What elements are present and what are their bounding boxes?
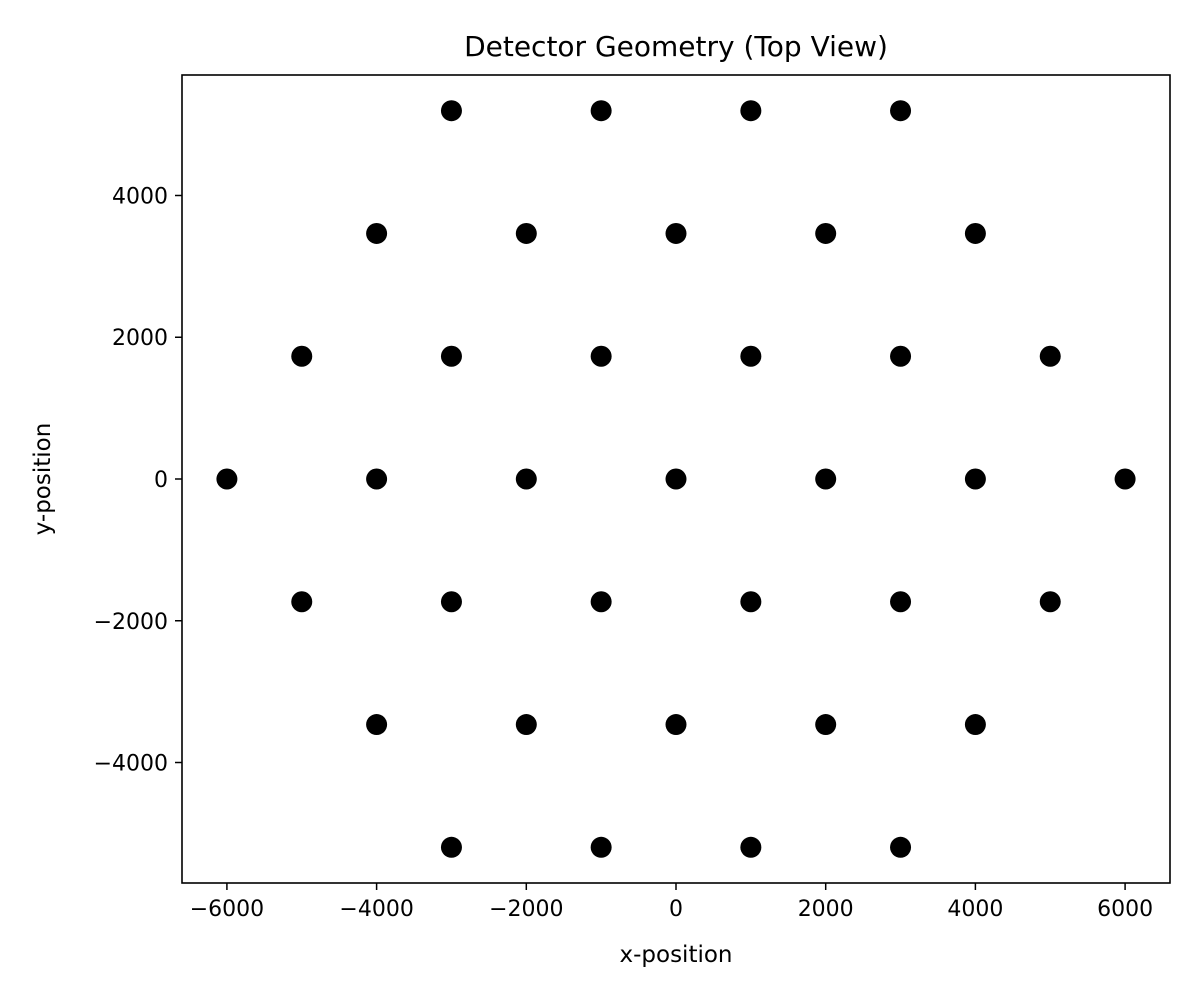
detector-point [515, 468, 537, 490]
y-tick-label: 2000 [112, 326, 168, 351]
detector-point [1039, 591, 1061, 613]
y-tick-label: 4000 [112, 184, 168, 209]
detector-point [815, 468, 837, 490]
detector-point [740, 836, 762, 858]
x-tick-label: −6000 [190, 897, 264, 922]
detector-point [665, 714, 687, 736]
x-tick-label: −2000 [489, 897, 563, 922]
detector-point [216, 468, 238, 490]
x-axis-label: x-position [619, 942, 732, 968]
detector-point [291, 345, 313, 367]
detector-point [515, 222, 537, 244]
scatter-points [216, 100, 1136, 858]
x-tick-label: 0 [669, 897, 683, 922]
x-tick-label: 2000 [798, 897, 854, 922]
detector-point [366, 222, 388, 244]
detector-point [440, 345, 462, 367]
detector-point [890, 836, 912, 858]
detector-point [815, 714, 837, 736]
detector-point [964, 714, 986, 736]
detector-point [440, 591, 462, 613]
detector-point [890, 100, 912, 122]
detector-point [1039, 345, 1061, 367]
detector-point [440, 100, 462, 122]
detector-point [1114, 468, 1136, 490]
y-tick-label: −4000 [94, 752, 168, 777]
detector-point [815, 222, 837, 244]
axis-ticks: −6000 −4000 −2000 0 2000 4000 6000 −4000 −2000 0 2… [94, 184, 1154, 922]
x-tick-label: 4000 [947, 897, 1003, 922]
detector-point [890, 591, 912, 613]
detector-point [740, 100, 762, 122]
detector-point [291, 591, 313, 613]
detector-point [590, 836, 612, 858]
detector-point [665, 468, 687, 490]
chart-title: Detector Geometry (Top View) [464, 30, 888, 63]
detector-point [590, 345, 612, 367]
x-tick-label: −4000 [339, 897, 413, 922]
detector-point [366, 468, 388, 490]
detector-point [440, 836, 462, 858]
detector-point [964, 222, 986, 244]
y-tick-label: 0 [154, 468, 168, 493]
y-axis-label: y-position [30, 423, 56, 536]
detector-point [890, 345, 912, 367]
detector-point [740, 345, 762, 367]
detector-point [665, 222, 687, 244]
detector-point [740, 591, 762, 613]
detector-point [590, 591, 612, 613]
detector-point [964, 468, 986, 490]
detector-point [590, 100, 612, 122]
plot-area-frame [181, 74, 1171, 884]
x-tick-label: 6000 [1097, 897, 1153, 922]
detector-point [366, 714, 388, 736]
y-tick-label: −2000 [94, 610, 168, 635]
detector-point [515, 714, 537, 736]
